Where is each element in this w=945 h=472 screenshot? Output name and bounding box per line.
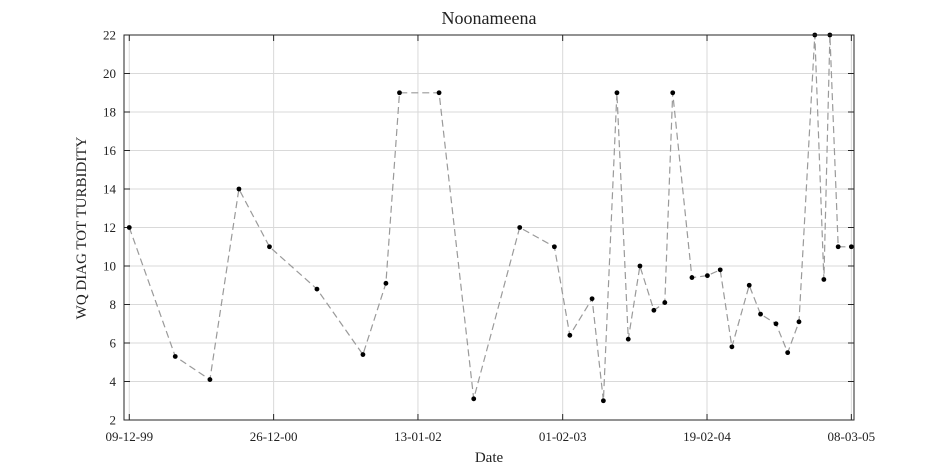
data-point	[717, 267, 723, 273]
y-tick-label: 6	[110, 336, 117, 351]
data-point	[236, 186, 242, 192]
y-tick-label: 20	[103, 66, 116, 81]
data-point	[471, 396, 477, 402]
data-point	[785, 350, 791, 356]
data-point	[637, 263, 643, 269]
data-point	[267, 244, 272, 250]
x-tick-label: 08-03-05	[828, 429, 876, 444]
y-tick-label: 16	[103, 143, 117, 158]
data-point	[207, 377, 213, 382]
y-tick-label: 8	[110, 297, 117, 312]
y-tick-label: 14	[103, 182, 117, 197]
x-tick-label: 26-12-00	[250, 429, 298, 444]
data-point	[835, 244, 841, 250]
x-axis-title: Date	[475, 450, 504, 466]
x-tick-label: 01-02-03	[539, 429, 587, 444]
series-line	[128, 34, 852, 401]
data-point	[796, 319, 802, 325]
data-point	[436, 90, 442, 96]
data-point	[567, 332, 573, 338]
x-tick-label: 13-01-02	[394, 429, 442, 444]
series	[126, 32, 854, 404]
data-point	[397, 90, 402, 96]
data-point	[662, 300, 668, 305]
data-point	[848, 244, 854, 250]
y-tick-label: 22	[103, 28, 116, 43]
data-point	[126, 225, 132, 230]
data-point	[773, 321, 779, 327]
data-point	[689, 275, 695, 280]
data-point	[704, 273, 710, 279]
data-point	[172, 354, 178, 359]
data-point	[821, 277, 827, 282]
data-point	[746, 282, 752, 288]
plot-frame	[123, 34, 855, 421]
data-point	[625, 336, 631, 342]
y-tick-label: 4	[110, 374, 117, 389]
data-point	[758, 311, 763, 317]
data-point	[314, 286, 320, 292]
axes: 2 4 6 8 10 12 14 16 18 20 22 09-12-99 26-12-00 13-01-…	[103, 28, 875, 445]
data-point	[614, 90, 620, 96]
y-tick-label: 12	[103, 220, 116, 235]
data-point	[600, 398, 606, 404]
data-point	[729, 344, 735, 350]
data-point	[670, 90, 676, 96]
data-point	[589, 296, 595, 302]
x-tick-label: 09-12-99	[105, 429, 153, 444]
x-tick-label: 19-02-04	[683, 429, 731, 444]
data-point	[651, 307, 657, 313]
data-point	[383, 280, 389, 286]
chart-title: Noonameena	[442, 8, 537, 28]
y-axis-title: WQ DIAG TOT TURBIDITY	[74, 137, 90, 320]
data-point	[360, 352, 366, 357]
data-point	[551, 244, 557, 250]
y-tick-label: 2	[110, 413, 117, 428]
y-tick-label: 18	[103, 105, 116, 120]
data-point	[517, 225, 523, 230]
y-tick-label: 10	[103, 259, 116, 274]
